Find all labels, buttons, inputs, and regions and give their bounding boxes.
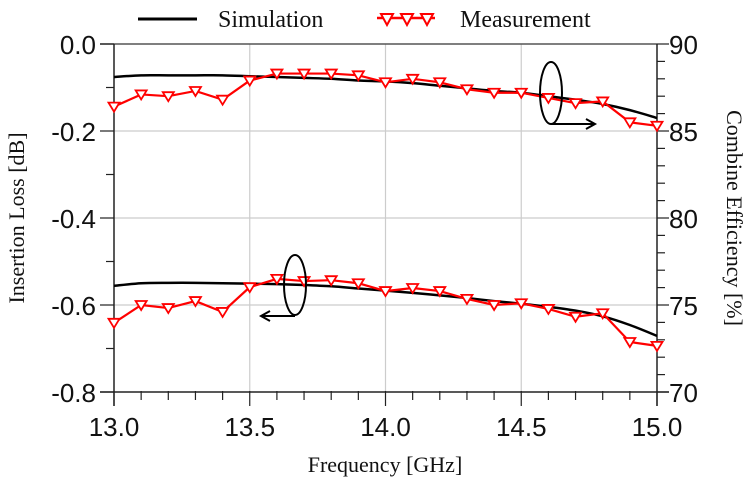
- measurement-series-right: [106, 68, 665, 133]
- y-right-tick-label: 85: [669, 117, 698, 147]
- measurement-point: [514, 298, 529, 310]
- measurement-point: [568, 98, 583, 110]
- ellipse-marker-right-axis: [539, 61, 563, 125]
- measurement-point: [188, 86, 203, 98]
- measurement-point: [106, 101, 122, 114]
- measurement-point: [486, 300, 502, 312]
- x-tick-labels: 13.0 13.5 14.0 14.5 15.0: [89, 412, 683, 442]
- measurement-point: [405, 283, 420, 295]
- legend-measurement-marker: [379, 13, 395, 28]
- y-tick-labels-left: 0.0 -0.2 -0.4 -0.6 -0.8: [51, 30, 96, 408]
- y-tick-label: -0.8: [51, 378, 96, 408]
- legend: Simulation Measurement: [138, 7, 591, 33]
- y-right-tick-label: 80: [669, 204, 698, 234]
- measurement-point: [649, 340, 665, 353]
- measurement-point: [161, 91, 176, 103]
- measurement-point: [432, 286, 447, 298]
- x-tick-label: 14.5: [496, 412, 547, 442]
- measurement-point: [595, 308, 610, 320]
- x-tick-label: 13.5: [224, 412, 275, 442]
- legend-simulation-label: Simulation: [218, 7, 323, 33]
- arrow-right-icon: [585, 118, 598, 130]
- measurement-point: [378, 77, 393, 90]
- y-tick-label: -0.2: [51, 117, 96, 147]
- measurement-point: [459, 84, 475, 96]
- axis-ticks: [100, 43, 669, 406]
- x-axis-title: Frequency [GHz]: [308, 452, 463, 477]
- legend-measurement-marker: [399, 13, 415, 28]
- plot-frame: [100, 43, 669, 406]
- measurement-point: [242, 282, 257, 294]
- measurement-point: [269, 274, 285, 286]
- measurement-point: [242, 75, 257, 88]
- measurement-point: [215, 94, 230, 107]
- measurement-point: [514, 87, 529, 100]
- measurement-point: [568, 311, 583, 324]
- measurement-point: [351, 70, 366, 83]
- measurement-point: [296, 68, 312, 81]
- measurement-point: [541, 93, 556, 105]
- measurement-point: [134, 89, 149, 102]
- measurement-point: [324, 275, 339, 287]
- measurement-point: [432, 77, 447, 90]
- measurement-point: [459, 294, 475, 306]
- measurement-point: [134, 300, 149, 312]
- measurement-point: [405, 73, 420, 86]
- measurement-point: [595, 96, 610, 109]
- measurement-point: [161, 303, 176, 315]
- measurement-point: [106, 317, 122, 330]
- y-tick-label: 0.0: [60, 30, 96, 60]
- measurement-point: [486, 87, 502, 100]
- measurement-point: [188, 296, 203, 308]
- measurement-point: [351, 278, 366, 290]
- measurement-point: [215, 307, 230, 319]
- legend-measurement-marker: [419, 13, 435, 28]
- y-right-tick-label: 70: [669, 378, 698, 408]
- x-tick-label: 14.0: [360, 412, 411, 442]
- measurement-series-left: [106, 274, 665, 353]
- measurement-point: [622, 117, 637, 130]
- measurement-point: [378, 286, 393, 298]
- x-tick-label: 15.0: [632, 412, 683, 442]
- y-axis-title-right: Combine Efficiency [%]: [722, 110, 747, 326]
- measurement-point: [324, 68, 339, 81]
- y-tick-labels-right: 90 85 80 75 70: [669, 30, 698, 408]
- x-tick-label: 13.0: [89, 412, 140, 442]
- y-right-tick-label: 75: [669, 291, 698, 321]
- measurement-point: [649, 120, 665, 133]
- measurement-point: [622, 337, 637, 349]
- y-tick-label: -0.6: [51, 291, 96, 321]
- y-right-tick-label: 90: [669, 30, 698, 60]
- measurement-point: [541, 304, 556, 316]
- y-tick-label: -0.4: [51, 204, 96, 234]
- annotations: [258, 61, 598, 322]
- legend-measurement-label: Measurement: [460, 7, 591, 33]
- series-layer: [106, 68, 665, 353]
- measurement-point: [269, 68, 285, 81]
- y-axis-title-left: Insertion Loss [dB]: [4, 132, 29, 303]
- arrow-left-icon: [258, 310, 271, 322]
